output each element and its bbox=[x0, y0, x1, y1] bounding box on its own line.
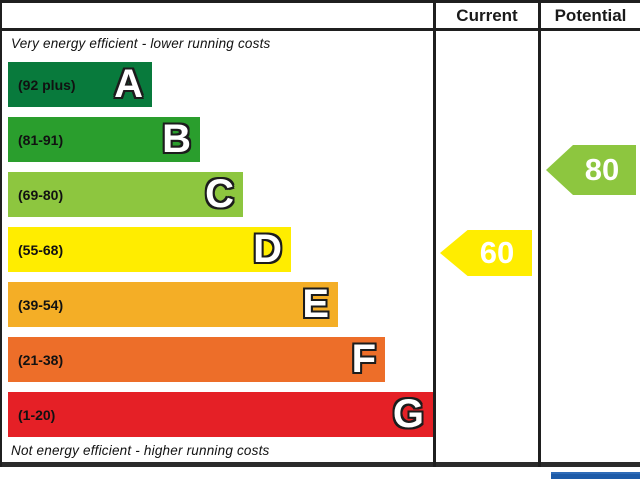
band-letter-b: B bbox=[162, 117, 191, 161]
bottom-caption: Not energy efficient - higher running co… bbox=[11, 443, 270, 458]
band-bar-f: (21-38) F bbox=[8, 337, 385, 382]
band-letter-c: C bbox=[205, 172, 234, 216]
potential-rating-pointer: 80 bbox=[546, 145, 636, 195]
band-bar-a: (92 plus) A bbox=[8, 62, 152, 107]
band-bar-g: (1-20) G bbox=[8, 392, 433, 437]
band-letter-d: D bbox=[253, 227, 282, 271]
partial-blue-box bbox=[551, 472, 640, 479]
current-column-divider bbox=[433, 0, 436, 467]
band-bar-b: (81-91) B bbox=[8, 117, 200, 162]
current-rating-value: 60 bbox=[479, 235, 515, 270]
band-range-e: (39-54) bbox=[18, 296, 64, 313]
table-top-border bbox=[0, 0, 640, 3]
band-range-d: (55-68) bbox=[18, 241, 64, 258]
potential-rating-value: 80 bbox=[584, 152, 620, 187]
band-range-g: (1-20) bbox=[18, 406, 56, 423]
band-range-c: (69-80) bbox=[18, 186, 64, 203]
band-letter-f: F bbox=[351, 337, 376, 381]
potential-column-header: Potential bbox=[554, 6, 627, 25]
band-range-b: (81-91) bbox=[18, 131, 64, 148]
band-range-f: (21-38) bbox=[18, 351, 64, 368]
band-bar-d: (55-68) D bbox=[8, 227, 291, 272]
current-column-header: Current bbox=[456, 6, 518, 25]
band-letter-g: G bbox=[392, 392, 424, 436]
band-letter-a: A bbox=[114, 62, 143, 106]
header-divider-line bbox=[0, 28, 640, 31]
band-letter-e: E bbox=[302, 282, 329, 326]
chart-bottom-border bbox=[0, 462, 640, 467]
band-range-a: (92 plus) bbox=[18, 76, 76, 93]
band-bar-e: (39-54) E bbox=[8, 282, 338, 327]
table-left-border bbox=[0, 0, 2, 467]
band-bar-c: (69-80) C bbox=[8, 172, 243, 217]
current-rating-pointer: 60 bbox=[440, 230, 532, 276]
top-caption: Very energy efficient - lower running co… bbox=[11, 36, 271, 51]
potential-column-divider bbox=[538, 0, 541, 467]
